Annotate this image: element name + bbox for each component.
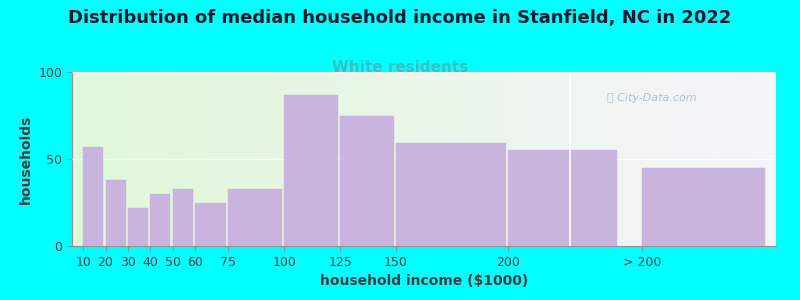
Text: Distribution of median household income in Stanfield, NC in 2022: Distribution of median household income … xyxy=(68,9,732,27)
Bar xyxy=(508,150,618,246)
Bar xyxy=(150,194,170,246)
Bar xyxy=(83,147,103,246)
Text: White residents: White residents xyxy=(332,60,468,75)
Text: Ⓢ City-Data.com: Ⓢ City-Data.com xyxy=(607,93,697,103)
Bar xyxy=(128,208,148,246)
Bar xyxy=(340,116,394,246)
Bar xyxy=(396,143,506,246)
Bar xyxy=(229,189,282,246)
Y-axis label: households: households xyxy=(19,114,33,204)
Bar xyxy=(173,189,193,246)
Bar xyxy=(284,94,338,246)
X-axis label: household income ($1000): household income ($1000) xyxy=(320,274,528,288)
Bar xyxy=(195,202,226,246)
Bar xyxy=(642,168,765,246)
Bar xyxy=(106,180,126,246)
